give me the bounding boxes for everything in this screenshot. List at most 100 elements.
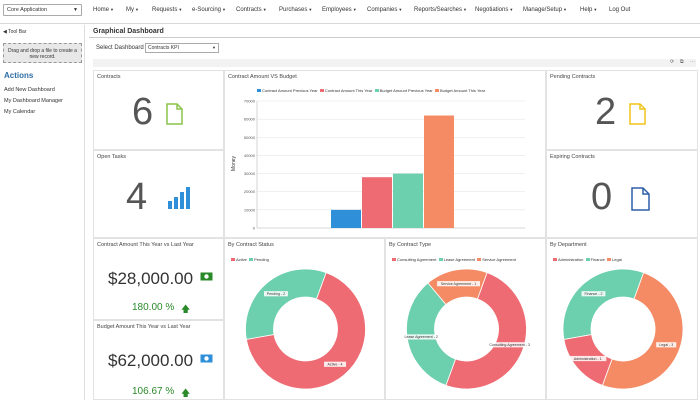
chevron-down-icon: ▼ [222, 7, 226, 12]
department-donut-chart: Legal - 3 Administration - 1 Finance - 2 [562, 268, 684, 390]
slice-label-text: Consulting Agreement - 3 [489, 343, 530, 347]
nav-requests[interactable]: Requests▼ [152, 7, 183, 13]
bar-legend: Contract Amount Previous Year Contract A… [257, 88, 485, 93]
nav-manage-setup[interactable]: Manage/Setup▼ [523, 7, 567, 13]
nav-home[interactable]: Home▼ [93, 7, 114, 13]
y-tick-label: 20000 [244, 189, 256, 194]
file-dropzone[interactable]: Drag and drop a file to create a new rec… [3, 43, 82, 63]
slice-label-bg [324, 361, 347, 367]
chevron-down-icon: ▼ [593, 7, 598, 12]
bar-chart-icon [168, 187, 190, 209]
type-legend: Consulting Agreement Lease Agreement Ser… [392, 257, 516, 262]
dashboard-select-value: Contracts KPI [148, 45, 179, 51]
chevron-down-icon: ▼ [398, 7, 403, 12]
chevron-down-icon: ▼ [262, 7, 267, 12]
y-tick-label: 40000 [244, 153, 256, 158]
chevron-down-icon: ▼ [212, 45, 216, 50]
slice-label-bg [264, 291, 288, 297]
slice-label-text: Lease Agreement - 2 [405, 335, 438, 339]
type-donut-chart: Consulting Agreement - 3 Lease Agreement … [401, 268, 535, 390]
legend-item: Lease Agreement [438, 257, 475, 262]
my-calendar-link[interactable]: My Calendar [4, 109, 36, 115]
y-tick-label: 10000 [244, 207, 256, 212]
donut-slice [427, 268, 488, 306]
arrow-up-icon: 🡅 [181, 304, 191, 314]
more-icon[interactable]: ⋯ [690, 59, 695, 65]
dashboard-select[interactable]: Contracts KPI ▼ [145, 43, 219, 53]
nav-my[interactable]: My▼ [126, 7, 139, 13]
legend-item: Pending [249, 257, 269, 262]
panel-title: Contracts [97, 74, 121, 80]
nav-esourcing[interactable]: e-Sourcing▼ [192, 7, 226, 13]
by-contract-status-panel: By Contract Status Active Pending Active… [224, 238, 385, 400]
nav-help[interactable]: Help▼ [580, 7, 598, 13]
page-title: Graphical Dashboard [93, 28, 164, 35]
slice-label: Consulting Agreement - 3 [485, 342, 535, 348]
nav-purchases[interactable]: Purchases▼ [279, 7, 313, 13]
chevron-down-icon: ▼ [135, 7, 139, 12]
open-tasks-panel: Open Tasks 4 [93, 150, 224, 238]
contract-amount-panel: Contract Amount This Year vs Last Year $… [93, 238, 224, 320]
panel-title: Pending Contracts [550, 74, 596, 80]
panel-title: Open Tasks [97, 154, 126, 160]
refresh-icon[interactable]: ⟳ [670, 59, 675, 65]
pending-contracts-panel: Pending Contracts 2 [546, 70, 698, 150]
nav-negotiations[interactable]: Negotiations▼ [475, 7, 514, 13]
budget-amount-value: $62,000.00 [108, 351, 194, 370]
legend-item: Legal [607, 257, 622, 262]
status-donut-chart: Active - 4 Pending - 2 [245, 268, 366, 390]
arrow-up-icon: 🡅 [181, 388, 191, 398]
nav-reports-searches[interactable]: Reports/Searches▼ [414, 7, 467, 13]
donut-slice [601, 272, 684, 390]
slice-label-text: Service Agreement - 1 [441, 282, 477, 286]
legend-item: Consulting Agreement [392, 257, 436, 262]
slice-label-bg [581, 291, 606, 297]
nav-companies[interactable]: Companies▼ [367, 7, 403, 13]
document-icon [166, 103, 183, 125]
chevron-down-icon: ▼ [110, 7, 114, 12]
chevron-down-icon: ▼ [73, 7, 78, 13]
chart-title: Contract Amount VS Budget [228, 74, 297, 80]
y-tick-label: 50000 [244, 135, 256, 140]
donut-slice [562, 268, 645, 340]
main-content: Graphical Dashboard Select Dashboard Con… [89, 25, 700, 400]
contracts-panel: Contracts 6 [93, 70, 224, 150]
slice-label: Active - 4 [324, 361, 347, 367]
chevron-down-icon: ▼ [563, 7, 567, 12]
donut-slice [406, 282, 457, 386]
slice-label: Administration - 1 [569, 355, 607, 362]
panel-title: Budget Amount This Year vs Last Year [97, 324, 191, 330]
add-new-dashboard-link[interactable]: Add New Dashboard [4, 87, 55, 93]
slice-label: Service Agreement - 1 [437, 281, 481, 287]
chevron-down-icon: ▼ [178, 7, 183, 12]
nav-employees[interactable]: Employees▼ [322, 7, 357, 13]
legend-item: Finance [585, 257, 605, 262]
application-select-value: Core Application [7, 7, 48, 13]
nav-contracts[interactable]: Contracts▼ [236, 7, 267, 13]
panel-title: Expiring Contracts [550, 154, 595, 160]
chart-title: By Department [550, 242, 587, 248]
expiring-contracts-panel: Expiring Contracts 0 [546, 150, 698, 238]
y-tick-label: 30000 [244, 171, 256, 176]
legend-item: Contract Amount This Year [319, 88, 372, 93]
donut-slice [245, 272, 366, 390]
bar-chart: 70000 60000 50000 40000 30000 20000 10000 0 [244, 99, 525, 231]
my-dashboard-manager-link[interactable]: My Dashboard Manager [4, 98, 64, 104]
pending-count: 2 [595, 91, 617, 133]
status-legend: Active Pending [231, 257, 269, 262]
chevron-down-icon: ▼ [352, 7, 357, 12]
chart-title: By Contract Status [228, 242, 274, 248]
department-legend: Administration Finance Legal [553, 257, 622, 262]
chevron-down-icon: ▼ [463, 7, 467, 12]
actions-heading: Actions [4, 71, 34, 80]
slice-label-text: Finance - 2 [584, 292, 602, 296]
slice-label-text: Active - 4 [328, 363, 343, 367]
application-select[interactable]: Core Application ▼ [3, 4, 82, 16]
select-dashboard-label: Select Dashboard [96, 45, 144, 51]
toolbar-toggle[interactable]: ◀ Tool Bar [3, 29, 27, 35]
external-link-icon[interactable]: ⧉ [680, 59, 684, 65]
contracts-count: 6 [132, 91, 154, 133]
legend-item: Active [231, 257, 247, 262]
legend-item: Budget Amount This Year [434, 88, 485, 93]
nav-logout[interactable]: Log Out [609, 7, 631, 13]
